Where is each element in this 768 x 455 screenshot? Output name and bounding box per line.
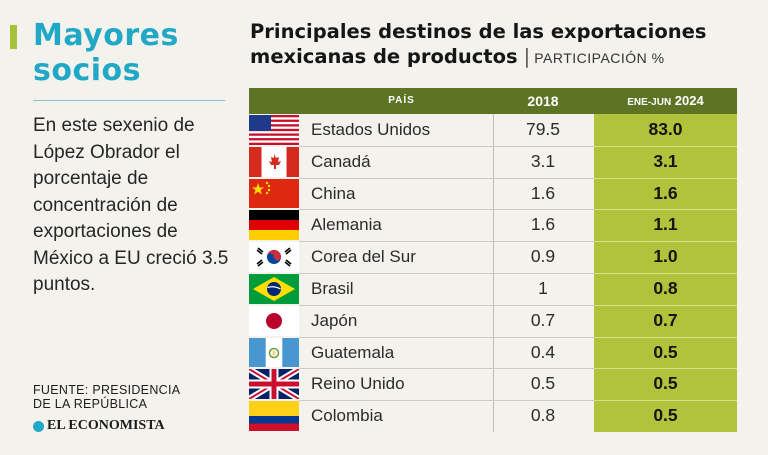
sidebar-title-line2: socios xyxy=(33,53,141,88)
value-2018: 1.6 xyxy=(530,182,556,203)
header-2024-period: ENE-JUN xyxy=(627,97,672,108)
value-2024: 0.7 xyxy=(653,309,678,330)
row-divider-highlight xyxy=(594,241,737,243)
row-divider-highlight xyxy=(594,400,737,402)
source-note: FUENTE: PRESIDENCIA DE LA REPÚBLICA xyxy=(33,383,233,411)
value-2018: 0.5 xyxy=(530,373,556,394)
source-line1: FUENTE: PRESIDENCIA xyxy=(33,383,181,397)
value-2024: 0.8 xyxy=(653,277,678,298)
value-2024: 1.1 xyxy=(653,214,678,235)
guatemala-flag-icon xyxy=(249,337,299,368)
country-name: Colombia xyxy=(311,406,383,426)
value-2018: 79.5 xyxy=(525,119,561,139)
uk-flag-icon xyxy=(249,369,299,400)
value-2024: 83.0 xyxy=(648,119,683,139)
row-divider xyxy=(299,336,737,338)
brand-mark-icon xyxy=(33,420,44,432)
row-divider-highlight xyxy=(594,209,737,211)
table-body: Estados Unidos 79.5 83.0 Canadá 3.1 3.1 China 1… xyxy=(249,114,739,432)
country-name: Reino Unido xyxy=(311,374,405,394)
canada-flag-icon xyxy=(249,146,299,177)
chart-subtitle: PARTICIPACIÓN % xyxy=(534,50,665,66)
row-divider-highlight xyxy=(594,368,737,370)
accent-bar xyxy=(10,25,17,49)
country-name: Estados Unidos xyxy=(311,120,431,139)
header-2018: 2018 xyxy=(527,93,559,109)
country-name: Guatemala xyxy=(311,342,395,362)
sidebar-body: En este sexenio de López Obrador el porc… xyxy=(33,115,229,295)
row-divider-highlight xyxy=(594,304,737,306)
brazil-flag-icon xyxy=(249,273,299,304)
sidebar-title: Mayores socios xyxy=(33,18,223,88)
table-row: Reino Unido 0.5 0.5 xyxy=(249,368,739,400)
table-row: Corea del Sur 0.9 1.0 xyxy=(249,241,739,273)
row-divider xyxy=(299,241,737,243)
row-divider xyxy=(299,177,737,179)
header-2024: ENE-JUN 2024 xyxy=(594,88,737,114)
south-korea-flag-icon xyxy=(249,242,299,272)
country-name: Canadá xyxy=(311,151,371,171)
header-2024-year: 2024 xyxy=(674,93,704,108)
table-row: Brasil 1 0.8 xyxy=(249,273,739,305)
table-row: Colombia 0.8 0.5 xyxy=(249,400,739,432)
country-name: Brasil xyxy=(311,278,354,298)
value-2018: 3.1 xyxy=(530,150,556,171)
value-2018: 1.6 xyxy=(530,214,556,235)
value-2018: 1 xyxy=(538,277,548,298)
table-row: Alemania 1.6 1.1 xyxy=(249,209,739,241)
source-line2: DE LA REPÚBLICA xyxy=(33,397,148,411)
value-2024: 0.5 xyxy=(653,373,678,394)
sidebar-title-line1: Mayores xyxy=(33,18,179,53)
chart-title: Principales destinos de las exportacione… xyxy=(250,19,750,71)
germany-flag-icon xyxy=(249,210,299,241)
chart-title-line2: mexicanas de productos xyxy=(250,45,518,68)
usa-flag-icon xyxy=(249,115,299,145)
chart-title-line1: Principales destinos de las exportacione… xyxy=(250,20,707,43)
exports-table: PAÍS 2018 ENE-JUN 2024 Estados Unidos 79.… xyxy=(249,88,739,434)
value-2018: 0.7 xyxy=(530,309,556,330)
country-name: China xyxy=(311,183,356,203)
row-divider xyxy=(299,400,737,402)
row-divider xyxy=(299,273,737,274)
value-2018: 0.8 xyxy=(530,405,556,426)
row-divider xyxy=(299,368,737,370)
country-name: Japón xyxy=(311,310,358,330)
row-divider xyxy=(299,145,737,147)
row-divider-highlight xyxy=(594,336,737,338)
value-2024: 0.5 xyxy=(653,405,678,426)
table-row: China 1.6 1.6 xyxy=(249,178,739,210)
table-row: Guatemala 0.4 0.5 xyxy=(249,337,739,369)
value-2024: 1.6 xyxy=(653,182,678,203)
row-divider xyxy=(299,304,737,306)
colombia-flag-icon xyxy=(249,401,299,431)
china-flag-icon xyxy=(249,178,299,209)
country-name: Alemania xyxy=(311,215,382,235)
row-divider-highlight xyxy=(594,145,737,147)
value-2024: 1.0 xyxy=(653,246,678,267)
table-row: Estados Unidos 79.5 83.0 xyxy=(249,114,739,146)
row-divider-highlight xyxy=(594,273,737,274)
value-2024: 0.5 xyxy=(653,341,678,362)
country-name: Corea del Sur xyxy=(311,247,416,267)
row-divider-highlight xyxy=(594,177,737,179)
table-header: PAÍS 2018 ENE-JUN 2024 xyxy=(249,88,737,114)
brand-name: EL ECONOMISTA xyxy=(47,418,165,433)
header-country: PAÍS xyxy=(388,95,415,106)
japan-flag-icon xyxy=(249,305,299,336)
chart-title-line2-wrap: mexicanas de productos | PARTICIPACIÓN % xyxy=(250,44,750,71)
brand-logo: EL ECONOMISTA xyxy=(33,418,165,434)
value-2018: 0.9 xyxy=(530,246,556,267)
value-2024: 3.1 xyxy=(653,150,678,171)
table-row: Japón 0.7 0.7 xyxy=(249,305,739,337)
title-separator: | xyxy=(523,45,531,68)
table-row: Canadá 3.1 3.1 xyxy=(249,146,739,178)
value-2018: 0.4 xyxy=(530,341,556,362)
divider xyxy=(33,100,225,101)
row-divider xyxy=(299,209,737,211)
